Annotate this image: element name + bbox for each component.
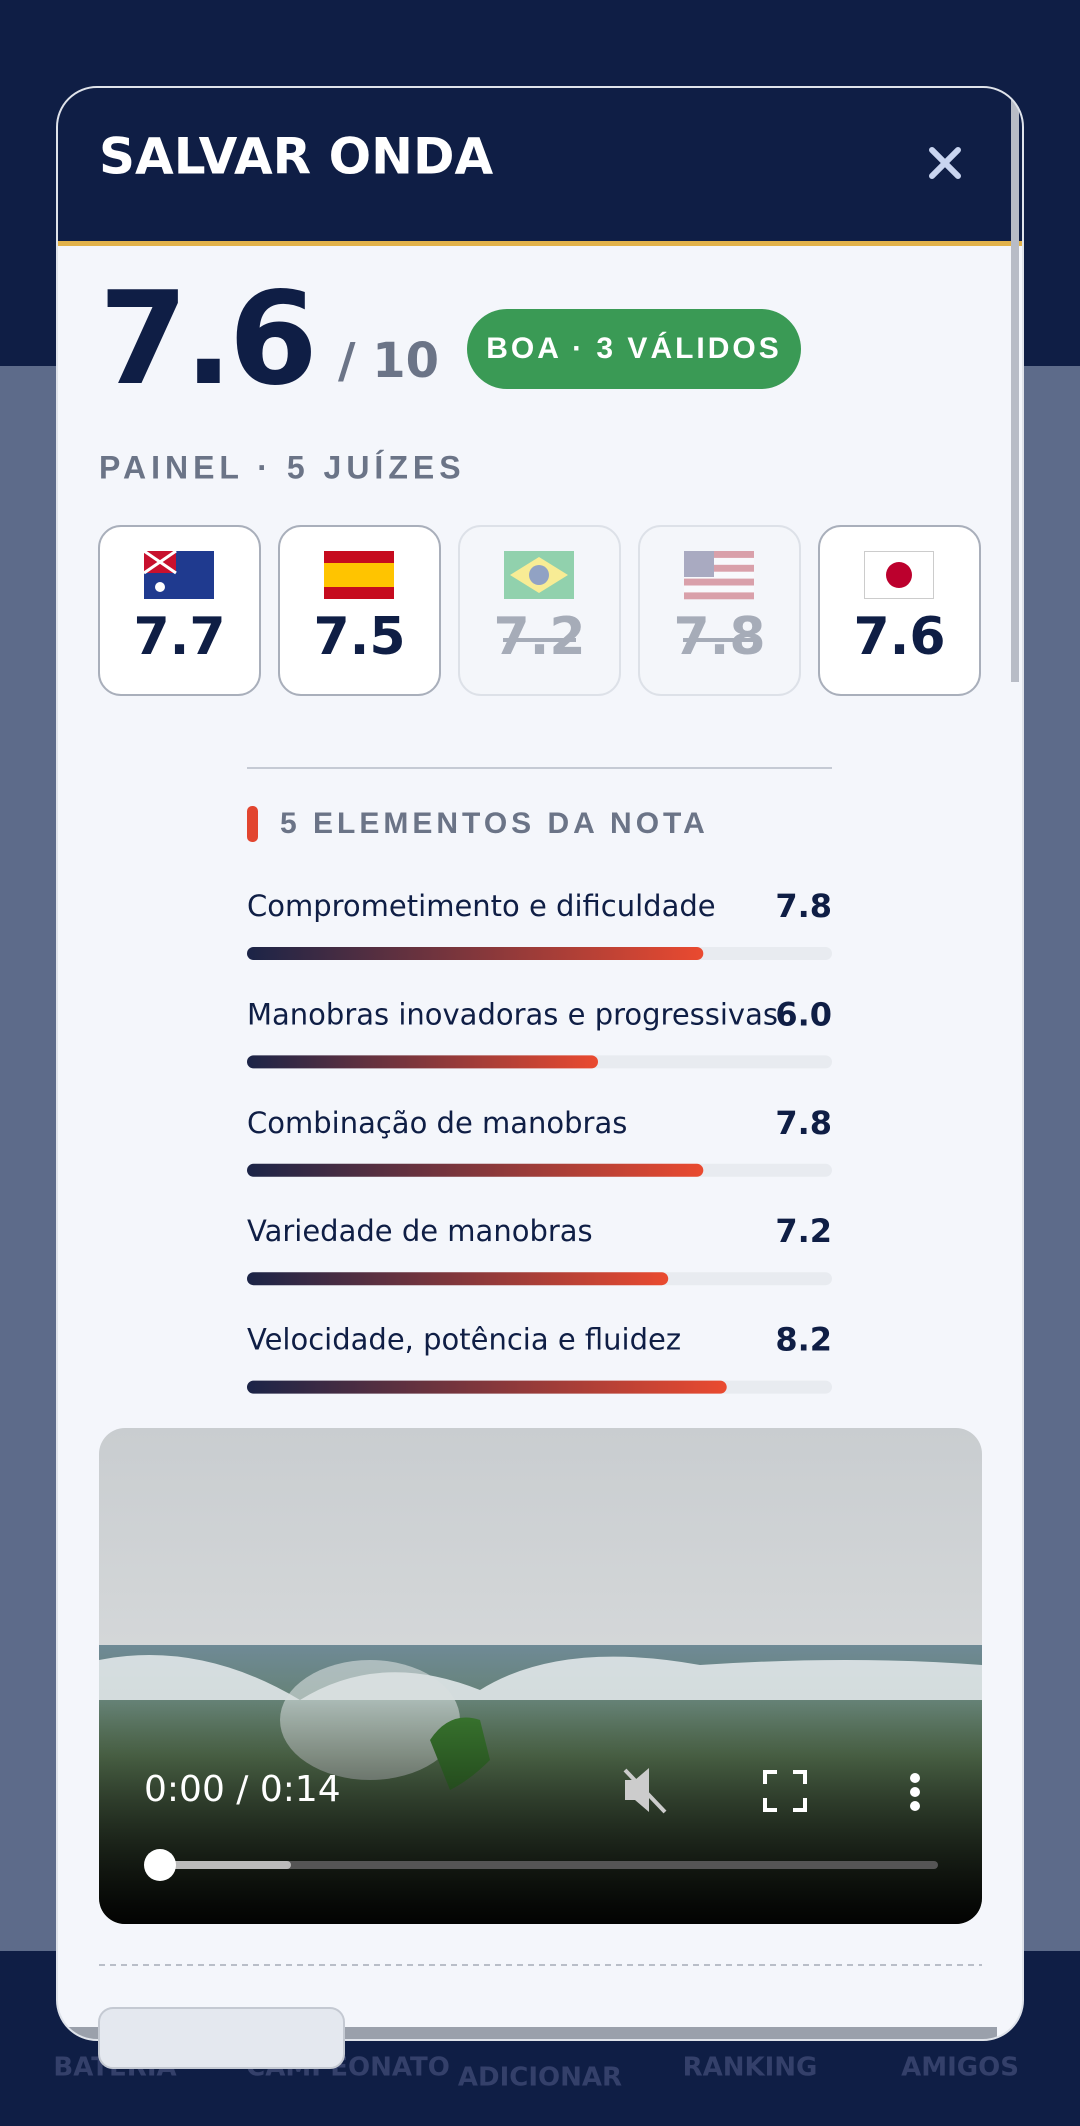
flag (143, 549, 214, 599)
bar (247, 1380, 727, 1394)
element-label: Comprometimento e dificuldade (247, 889, 716, 923)
nav-item: RANKING (683, 2053, 818, 2083)
modal-header (57, 87, 1023, 244)
flag (155, 582, 165, 592)
nav-item: AMIGOS (901, 2053, 1019, 2083)
progress-track[interactable] (160, 1861, 938, 1869)
progress-knob[interactable] (144, 1849, 176, 1881)
bar (247, 1055, 598, 1069)
flag (143, 549, 177, 575)
card (458, 525, 621, 696)
judge-card: 7.6 (818, 525, 981, 696)
card (638, 525, 801, 696)
close-button[interactable] (929, 147, 961, 179)
judge-card: 7.2 (458, 525, 621, 696)
flag (864, 551, 934, 599)
flag (529, 565, 549, 585)
judge-score: 7.8 (673, 607, 765, 667)
flag (684, 564, 754, 572)
card (98, 525, 261, 696)
card (278, 525, 441, 696)
flag (324, 563, 394, 587)
mute-button[interactable] (623, 1768, 667, 1814)
element-value: 6.0 (775, 995, 832, 1033)
element-value: 7.8 (775, 1104, 832, 1142)
flag (510, 557, 568, 593)
flag (886, 562, 912, 588)
bar (247, 1272, 669, 1286)
judge-card: 7.5 (278, 525, 441, 696)
judge-score: 7.5 (313, 607, 405, 667)
flag (684, 578, 754, 586)
video[interactable]: 0:00 / 0:14 (99, 1428, 982, 1925)
bar (247, 1163, 704, 1177)
nav-item: ADICIONAR (458, 2063, 622, 2093)
flag (324, 551, 394, 599)
flag (684, 551, 754, 599)
elements-title: 5 ELEMENTOS DA NOTA (280, 807, 709, 840)
element-value: 8.2 (775, 1321, 832, 1359)
more-button[interactable] (910, 1773, 920, 1811)
modal-title: SALVAR ONDA (99, 128, 493, 186)
score: 7.6 (99, 265, 314, 414)
flag (684, 551, 714, 577)
element-value: 7.2 (775, 1212, 832, 1250)
card (818, 525, 981, 696)
flag (684, 592, 754, 600)
element-label: Variedade de manobras (247, 1214, 593, 1248)
flag (684, 551, 754, 600)
accent (247, 806, 258, 842)
judge-score: 7.7 (133, 607, 225, 667)
tab-button[interactable] (98, 2007, 345, 2069)
judge-score: 7.2 (493, 607, 585, 667)
judge-score: 7.6 (853, 607, 945, 667)
bar (247, 947, 704, 960)
element-label: Velocidade, potência e fluidez (247, 1323, 681, 1357)
flag (504, 551, 574, 599)
badge-text: BOA · 3 VÁLIDOS (486, 331, 782, 365)
flag (684, 551, 754, 558)
element-label: Combinação de manobras (247, 1106, 627, 1140)
element-label: Manobras inovadoras e progressivas (247, 997, 778, 1031)
fullscreen-button[interactable] (763, 1770, 807, 1812)
element-value: 7.8 (775, 887, 832, 925)
score-out-of: / 10 (338, 333, 439, 389)
flag (864, 551, 934, 599)
scrollbar (1011, 87, 1019, 682)
badge (467, 309, 801, 389)
flag (504, 551, 574, 599)
judge-card: 7.7 (98, 525, 261, 696)
judge-card: 7.8 (638, 525, 801, 696)
panel-title: PAINEL · 5 JUÍZES (99, 449, 466, 485)
video-time: 0:00 / 0:14 (144, 1769, 341, 1810)
